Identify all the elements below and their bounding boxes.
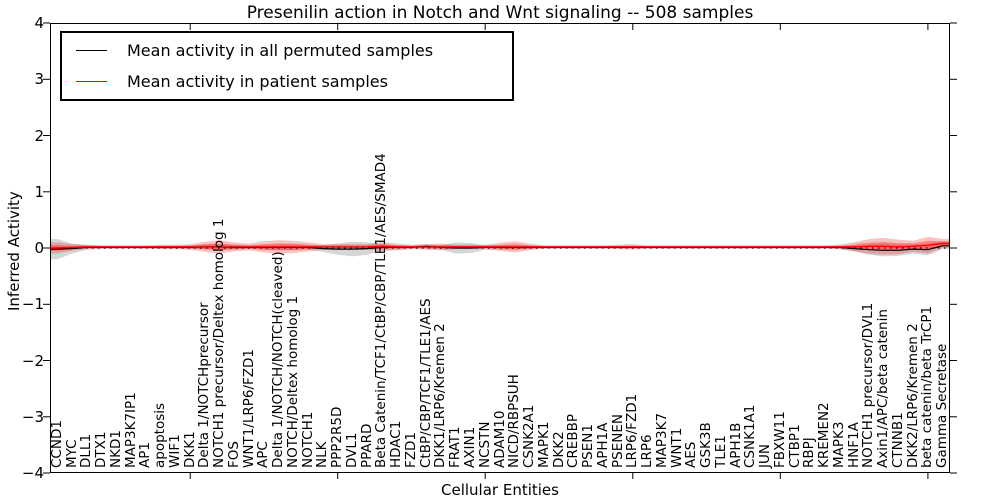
x-tick-label: AP1 bbox=[137, 442, 154, 468]
x-tick-label: CREBBP bbox=[565, 414, 582, 468]
legend-label-permuted: Mean activity in all permuted samples bbox=[127, 41, 434, 60]
x-tick-label: ADAM10 bbox=[491, 410, 508, 468]
x-tick-label: CTNNB1 bbox=[889, 412, 906, 468]
x-tick-label: NKD1 bbox=[107, 430, 124, 468]
x-tick-label: NCSTN bbox=[476, 421, 493, 468]
x-tick-label: NLK bbox=[314, 441, 331, 468]
y-tick-label: 1 bbox=[34, 182, 44, 201]
x-tick-label: HDAC1 bbox=[388, 420, 405, 468]
x-tick-label: CSNK2A1 bbox=[521, 404, 537, 468]
x-tick-label: HNF1A bbox=[845, 422, 862, 468]
band-permuted bbox=[50, 239, 950, 260]
x-tick-label: PSENEN bbox=[609, 414, 626, 468]
x-tick-label: NOTCH1 precursor/Deltex homolog 1 bbox=[211, 218, 228, 468]
x-tick-label: FBXW11 bbox=[771, 411, 788, 468]
x-tick-label: Beta Catenin/TCF1/CtBP/CBP/TLE1/AES/SMAD… bbox=[373, 153, 390, 468]
x-tick-label: DKK1 bbox=[181, 431, 198, 468]
y-tick-label: 2 bbox=[34, 126, 44, 145]
legend-item-permuted: Mean activity in all permuted samples bbox=[62, 37, 512, 65]
legend-line-sample-patient bbox=[76, 81, 107, 82]
legend-line-sample-permuted bbox=[76, 50, 107, 51]
x-tick-label: FZD1 bbox=[402, 432, 419, 468]
x-tick-label: DKK2/LRP6/Kremen 2 bbox=[904, 323, 921, 468]
x-tick-label: CCND1 bbox=[48, 420, 65, 468]
x-tick-label: Delta 1/NOTCHprecursor bbox=[196, 302, 213, 468]
plot-area-svg bbox=[43, 22, 957, 479]
x-tick-label: MAPK3 bbox=[830, 421, 847, 468]
x-tick-label: PPARD bbox=[358, 423, 375, 468]
x-tick-label: APH1B bbox=[727, 422, 744, 468]
x-tick-label: DVL1 bbox=[343, 432, 360, 468]
x-tick-label: CtBP/CBP/TCF1/TLE1/AES bbox=[417, 298, 434, 468]
x-tick-label: CTBP1 bbox=[786, 424, 803, 468]
x-tick-label: AES bbox=[683, 441, 700, 468]
x-tick-label: MAP3K7IP1 bbox=[122, 392, 139, 468]
x-tick-label: MAPK1 bbox=[535, 421, 552, 468]
legend-label-patient: Mean activity in patient samples bbox=[127, 72, 388, 91]
x-tick-label: TLE1 bbox=[712, 435, 729, 468]
y-axis-label: Inferred Activity bbox=[5, 191, 23, 311]
x-tick-label: GSK3B bbox=[698, 422, 715, 468]
x-tick-label: LRP6 bbox=[639, 434, 656, 468]
x-tick-label: DKK2 bbox=[550, 431, 567, 468]
x-tick-label: PSEN1 bbox=[580, 424, 597, 468]
x-tick-label: WNT1/LRP6/FZD1 bbox=[240, 348, 257, 468]
x-tick-label: NOTCH/Deltex homolog 1 bbox=[284, 295, 301, 468]
x-tick-label: FRAT1 bbox=[447, 426, 464, 468]
x-tick-label: FOS bbox=[225, 441, 242, 468]
y-tick-label: 4 bbox=[34, 14, 44, 32]
x-tick-label: DKK1/LRP6/Kremen 2 bbox=[432, 323, 449, 468]
x-tick-label: NOTCH1 precursor/DVL1 bbox=[860, 302, 877, 468]
x-tick-label: APC bbox=[255, 441, 272, 468]
x-tick-label: JUN bbox=[757, 444, 774, 468]
y-tick-label: 0 bbox=[34, 239, 44, 257]
x-tick-label: Gamma Secretase bbox=[934, 343, 951, 468]
y-tick-label: −1 bbox=[21, 295, 44, 314]
x-tick-label: Delta 1/NOTCH/NOTCH(cleaved) bbox=[270, 251, 287, 468]
band-patient-core bbox=[50, 241, 950, 251]
x-axis-label: Cellular Entities bbox=[441, 481, 559, 499]
x-tick-label: WNT1 bbox=[668, 427, 685, 468]
x-tick-label: PPP2R5D bbox=[329, 406, 346, 468]
x-tick-label: APH1A bbox=[594, 422, 611, 468]
x-tick-label: MYC bbox=[63, 439, 80, 468]
legend-item-patient: Mean activity in patient samples bbox=[62, 68, 512, 96]
x-tick-label: CSNK1A1 bbox=[742, 404, 759, 468]
x-tick-label: DLL1 bbox=[78, 433, 95, 468]
x-tick-label: NOTCH1 bbox=[299, 411, 316, 468]
x-tick-label: LRP6/FZD1 bbox=[624, 393, 641, 468]
x-tick-label: Axin1/APC/beta catenin bbox=[875, 309, 892, 468]
y-tick-label: −2 bbox=[21, 351, 44, 370]
x-tick-label: apoptosis bbox=[152, 402, 169, 468]
y-tick-label: −3 bbox=[21, 407, 44, 426]
x-tick-label: AXIN1 bbox=[461, 426, 478, 468]
y-tick-label: −4 bbox=[21, 464, 44, 482]
band-patient bbox=[50, 236, 950, 255]
x-tick-label: WIF1 bbox=[166, 434, 183, 468]
x-tick-label: RBPJ bbox=[801, 437, 818, 468]
y-tick-label: 3 bbox=[34, 70, 44, 89]
x-tick-label: DTX1 bbox=[93, 431, 110, 468]
x-tick-label: beta catenin/beta TrCP1 bbox=[919, 305, 936, 468]
x-tick-label: NICD/RBPSUH bbox=[506, 374, 523, 468]
x-tick-label: KREMEN2 bbox=[816, 402, 833, 468]
plot-frame bbox=[50, 23, 950, 473]
x-tick-label: MAP3K7 bbox=[653, 412, 670, 468]
chart-title: Presenilin action in Notch and Wnt signa… bbox=[246, 3, 754, 23]
legend: Mean activity in all permuted samples Me… bbox=[60, 31, 514, 101]
mean-line-patient bbox=[50, 242, 950, 249]
